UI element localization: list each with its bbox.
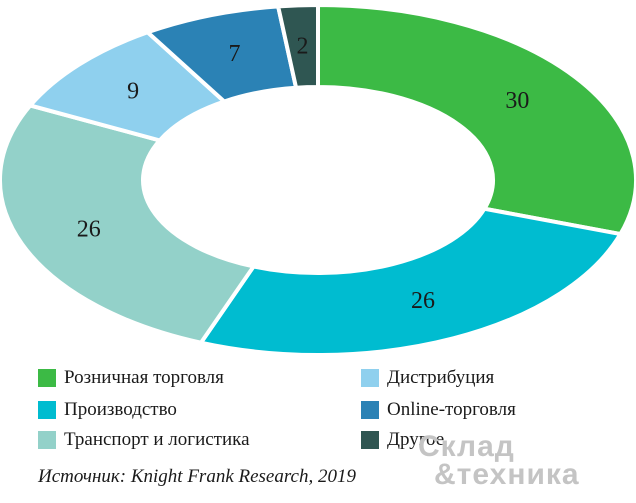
slice-value-label-manufacturing: 26	[411, 288, 435, 314]
slice-manufacturing	[197, 206, 624, 357]
slice-value-label-retail: 30	[505, 88, 529, 114]
legend-label-other: Другое	[387, 429, 445, 450]
legend-item-transport: Транспорт и логистика	[38, 428, 250, 452]
legend-swatch-retail	[38, 369, 56, 387]
slice-value-label-online: 7	[229, 41, 241, 67]
legend-item-other: Другое	[361, 428, 444, 452]
legend-label-distribution: Дистрибуция	[387, 367, 495, 388]
donut-chart: 30 26 26 9 7 2	[0, 2, 636, 357]
legend-swatch-other	[361, 431, 379, 449]
legend-swatch-online	[361, 401, 379, 419]
legend-label-transport: Транспорт и логистика	[64, 429, 250, 450]
legend-item-manufacturing: Производство	[38, 398, 177, 422]
chart-legend: Розничная торговля Дистрибуция Производс…	[38, 366, 598, 458]
source-note: Источник: Knight Frank Research, 2019	[38, 466, 356, 487]
donut-slice-labels: 30 26 26 9 7 2	[77, 33, 530, 314]
legend-item-distribution: Дистрибуция	[361, 366, 494, 390]
legend-item-retail: Розничная торговля	[38, 366, 224, 390]
slice-other	[275, 2, 320, 90]
slice-transport	[0, 103, 257, 345]
donut-slices	[0, 2, 636, 357]
legend-item-online: Online-торговля	[361, 398, 516, 422]
slice-retail	[316, 2, 636, 237]
watermark-logo: Склад &техника	[418, 430, 630, 498]
legend-swatch-distribution	[361, 369, 379, 387]
legend-swatch-transport	[38, 431, 56, 449]
slice-value-label-transport: 26	[77, 216, 101, 242]
watermark-line-1: Склад	[418, 430, 515, 463]
watermark-line-2: &техника	[434, 458, 580, 491]
slice-value-label-other: 2	[297, 33, 309, 59]
slice-value-label-distribution: 9	[127, 78, 139, 104]
legend-swatch-manufacturing	[38, 401, 56, 419]
legend-label-online: Online-торговля	[387, 399, 516, 420]
legend-label-retail: Розничная торговля	[64, 367, 224, 388]
legend-label-manufacturing: Производство	[64, 399, 177, 420]
